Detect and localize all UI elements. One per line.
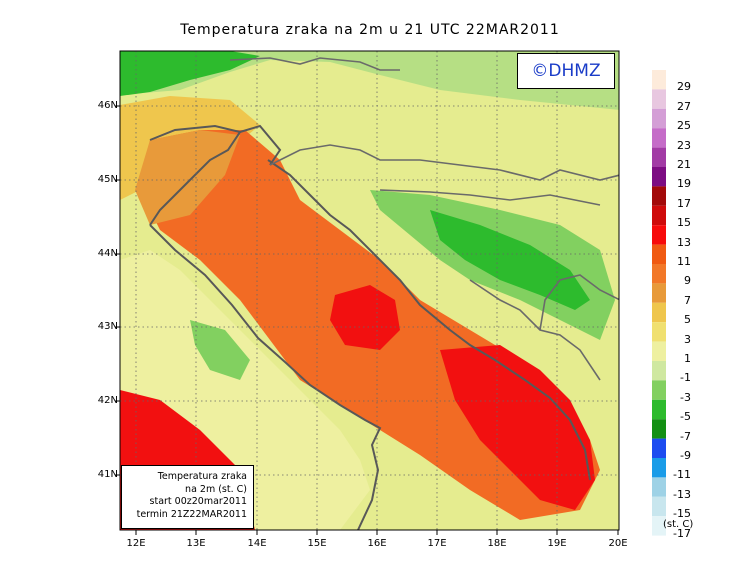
legend-swatch xyxy=(652,147,666,167)
info-line-2: na 2m (st. C) xyxy=(185,483,247,495)
legend-swatch xyxy=(652,89,666,109)
lon-label-14e: 14E xyxy=(247,538,267,549)
legend-label: 21 xyxy=(677,158,691,171)
legend-swatch xyxy=(652,244,666,264)
lat-label-45n: 45N xyxy=(97,174,118,185)
legend-label: -11 xyxy=(673,468,691,482)
adriatic-north xyxy=(135,130,240,225)
lat-label-44n: 44N xyxy=(97,248,118,259)
legend-label: -17 xyxy=(673,526,691,540)
grid-lines xyxy=(120,51,619,530)
lon-label-13e: 13E xyxy=(186,538,206,549)
legend-swatch xyxy=(652,322,666,342)
legend-label: -7 xyxy=(680,429,691,443)
legend-swatch xyxy=(652,167,666,187)
legend-label: 15 xyxy=(677,216,691,230)
legend-color-bar xyxy=(652,70,666,536)
lon-label-20e: 20E xyxy=(608,538,628,549)
legend-label: -13 xyxy=(673,487,691,501)
legend-swatch xyxy=(652,341,666,361)
legend-swatch xyxy=(652,302,666,323)
legend-swatch xyxy=(652,186,666,206)
alpine-cold-zone xyxy=(120,51,619,110)
lon-label-12e: 12E xyxy=(126,538,146,549)
info-box: Temperatura zraka na 2m (st. C) start 00… xyxy=(121,465,254,529)
info-line-4: termin 21Z22MAR2011 xyxy=(136,508,247,520)
legend-label: 3 xyxy=(684,332,691,346)
lat-label-43n: 43N xyxy=(97,321,118,332)
legend-label: 7 xyxy=(684,293,691,307)
legend-label: -9 xyxy=(680,449,691,462)
lat-label-41n: 41N xyxy=(97,469,118,480)
legend-label: 23 xyxy=(677,138,691,152)
lon-label-17e: 17E xyxy=(427,538,447,549)
apennine-green xyxy=(190,320,250,380)
legend-swatch xyxy=(652,283,666,303)
legend-label: 29 xyxy=(677,80,691,94)
alpine-green-zone xyxy=(120,51,260,96)
legend-label: -3 xyxy=(680,390,691,404)
legend-label: 11 xyxy=(677,255,691,268)
legend-label: 27 xyxy=(677,99,691,113)
legend-swatch xyxy=(652,496,666,517)
legend-label: 19 xyxy=(677,177,691,191)
dhmz-logo: ©DHMZ xyxy=(517,53,615,89)
legend-label: -15 xyxy=(673,507,691,521)
legend-label: 17 xyxy=(677,196,691,210)
lon-label-16e: 16E xyxy=(367,538,387,549)
legend-swatch xyxy=(652,477,666,497)
legend-label: -1 xyxy=(680,371,691,385)
legend-swatch xyxy=(652,516,666,536)
lon-label-19e: 19E xyxy=(547,538,567,549)
legend-swatch xyxy=(652,264,666,284)
legend-swatch xyxy=(652,399,666,420)
map-title: Temperatura zraka na 2m u 21 UTC 22MAR20… xyxy=(180,22,560,38)
legend-label: 1 xyxy=(684,352,691,365)
legend-label: 13 xyxy=(677,235,691,249)
legend-label: 5 xyxy=(684,313,691,327)
legend-swatch xyxy=(652,108,666,129)
borders xyxy=(229,57,619,381)
legend-unit: (st. C) xyxy=(663,519,694,530)
map-frame xyxy=(119,50,620,531)
legend-swatch xyxy=(652,438,666,458)
adriatic-warm-core xyxy=(330,285,400,350)
lat-label-42n: 42N xyxy=(97,395,118,406)
legend-label: 9 xyxy=(684,274,691,288)
legend-swatch xyxy=(652,419,666,439)
lon-label-15e: 15E xyxy=(307,538,327,549)
lon-label-18e: 18E xyxy=(487,538,507,549)
legend-swatch xyxy=(652,70,666,90)
legend-label: -5 xyxy=(680,410,691,424)
legend-swatch xyxy=(652,380,666,400)
info-line-1: Temperatura zraka xyxy=(157,471,247,482)
legend-swatch xyxy=(652,458,666,478)
axis-ticks xyxy=(115,105,619,535)
legend-swatch xyxy=(652,225,666,245)
lat-label-46n: 46N xyxy=(97,100,118,111)
info-line-3: start 00z20mar2011 xyxy=(149,496,247,507)
balkan-cold-zone xyxy=(430,210,590,310)
legend-swatch xyxy=(652,361,666,381)
albanian-warm-sea xyxy=(440,345,595,510)
legend-label: 25 xyxy=(677,119,691,133)
legend-swatch xyxy=(652,205,666,226)
legend-swatch xyxy=(652,128,666,148)
